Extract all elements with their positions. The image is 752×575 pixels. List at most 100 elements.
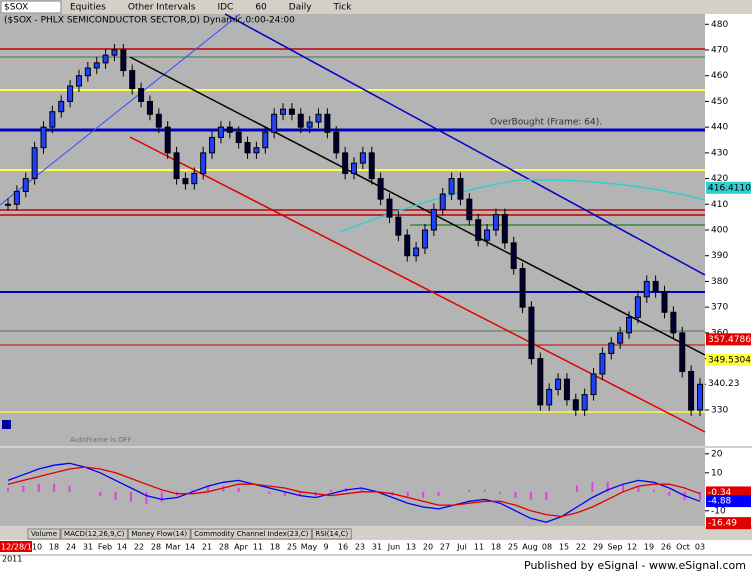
y-tick-label: 400 (711, 226, 728, 236)
price-label-box (706, 181, 751, 194)
candle (49, 111, 56, 128)
candle (510, 242, 517, 270)
y-tick-label: 390 (711, 251, 728, 261)
candle (173, 152, 180, 180)
y-tick-label: 430 (711, 148, 728, 158)
date-label: 19 (644, 543, 654, 552)
date-label: 11 (253, 543, 263, 552)
y-tick-label: 330 (711, 406, 728, 416)
candle (661, 291, 668, 313)
date-label: 22 (576, 543, 586, 552)
candle (404, 234, 411, 257)
date-label: 10 (32, 543, 42, 552)
toolbar-button[interactable]: Other Intervals (128, 3, 196, 13)
toolbar-button[interactable]: Daily (289, 3, 312, 13)
candle (395, 216, 402, 236)
candle (138, 88, 145, 102)
candle (448, 178, 455, 195)
candle (608, 342, 615, 354)
candle (5, 203, 11, 206)
candle (368, 152, 375, 180)
candle (191, 172, 198, 185)
candle (484, 229, 491, 241)
tab[interactable]: Commodity Channel Index(23,C) (194, 530, 309, 538)
annotation: OverBought (Frame: 64). (490, 118, 602, 128)
candle (501, 214, 508, 244)
candle (581, 394, 588, 411)
price-panel (0, 14, 705, 446)
date-label: 18 (491, 543, 501, 552)
price-label: 416.4110 (708, 183, 751, 193)
tab-frame[interactable] (190, 528, 312, 540)
candle (22, 178, 29, 192)
date-label: 31 (372, 543, 382, 552)
date-label: 25 (508, 543, 518, 552)
symbol-box[interactable] (0, 0, 62, 14)
candle (120, 49, 127, 72)
macd-line (7, 462, 701, 523)
candle (200, 152, 207, 174)
candle (555, 378, 562, 390)
candle (13, 190, 20, 205)
date-label: 12/28/10 (1, 543, 37, 552)
date-label: Jun (387, 543, 401, 552)
date-label: 21 (202, 543, 212, 552)
value-box (706, 517, 751, 530)
candle (315, 113, 322, 123)
candle (634, 296, 641, 318)
candle (333, 131, 340, 154)
candle (413, 247, 420, 257)
candle (58, 100, 65, 113)
trend-line (0, 13, 241, 206)
tab[interactable]: Volume (31, 530, 57, 538)
tab[interactable]: Money Flow(14) (131, 530, 187, 538)
candle (288, 108, 295, 115)
candle (342, 152, 349, 174)
toolbar-button[interactable]: Equities (70, 3, 106, 13)
tab[interactable]: MACD(12,26,9,C) (64, 530, 125, 538)
tab-frame[interactable] (311, 528, 352, 540)
date-label: 13 (406, 543, 416, 552)
trend-line (129, 136, 706, 433)
candle (599, 352, 606, 375)
signal-line (7, 466, 701, 518)
candle (626, 316, 633, 334)
date-label: 16 (338, 543, 348, 552)
y-tick-label: 410 (711, 200, 728, 210)
footer: Published by eSignal - www.eSignal.com (524, 559, 746, 572)
tab-frame[interactable] (60, 528, 128, 540)
candle (572, 399, 579, 411)
candle (226, 126, 233, 133)
toolbar (0, 0, 752, 14)
tab-frame[interactable] (27, 528, 61, 540)
candle (519, 268, 526, 308)
candle (146, 100, 153, 115)
toolbar-button[interactable]: 60 (255, 3, 267, 13)
price-label-box (706, 333, 751, 346)
candle (271, 113, 278, 133)
note: AutoFrame is OFF (70, 436, 132, 444)
candle (244, 142, 251, 154)
tab[interactable]: RSI(14,C) (315, 530, 348, 538)
price-label-box (706, 377, 751, 390)
candle (262, 131, 269, 149)
y-tick-label: 440 (711, 123, 728, 133)
candle (253, 147, 260, 154)
candle (377, 178, 384, 200)
date-label: 28 (219, 543, 229, 552)
candle (492, 214, 499, 231)
toolbar-button[interactable]: Tick (333, 3, 353, 13)
date-label: Aug (522, 543, 538, 552)
toolbar-button[interactable]: IDC (217, 3, 233, 13)
date-label: 14 (117, 543, 127, 552)
candle (475, 219, 482, 241)
trend-line (224, 13, 706, 276)
tab-frame[interactable] (127, 528, 191, 540)
date-label: 29 (593, 543, 603, 552)
y-tick-label: 450 (711, 97, 728, 107)
y-tick-label: 380 (711, 277, 728, 287)
tab-bar (0, 528, 752, 540)
date-label: 27 (440, 543, 450, 552)
symbol[interactable]: $SOX (4, 3, 28, 13)
date-label: Jul (456, 543, 467, 552)
